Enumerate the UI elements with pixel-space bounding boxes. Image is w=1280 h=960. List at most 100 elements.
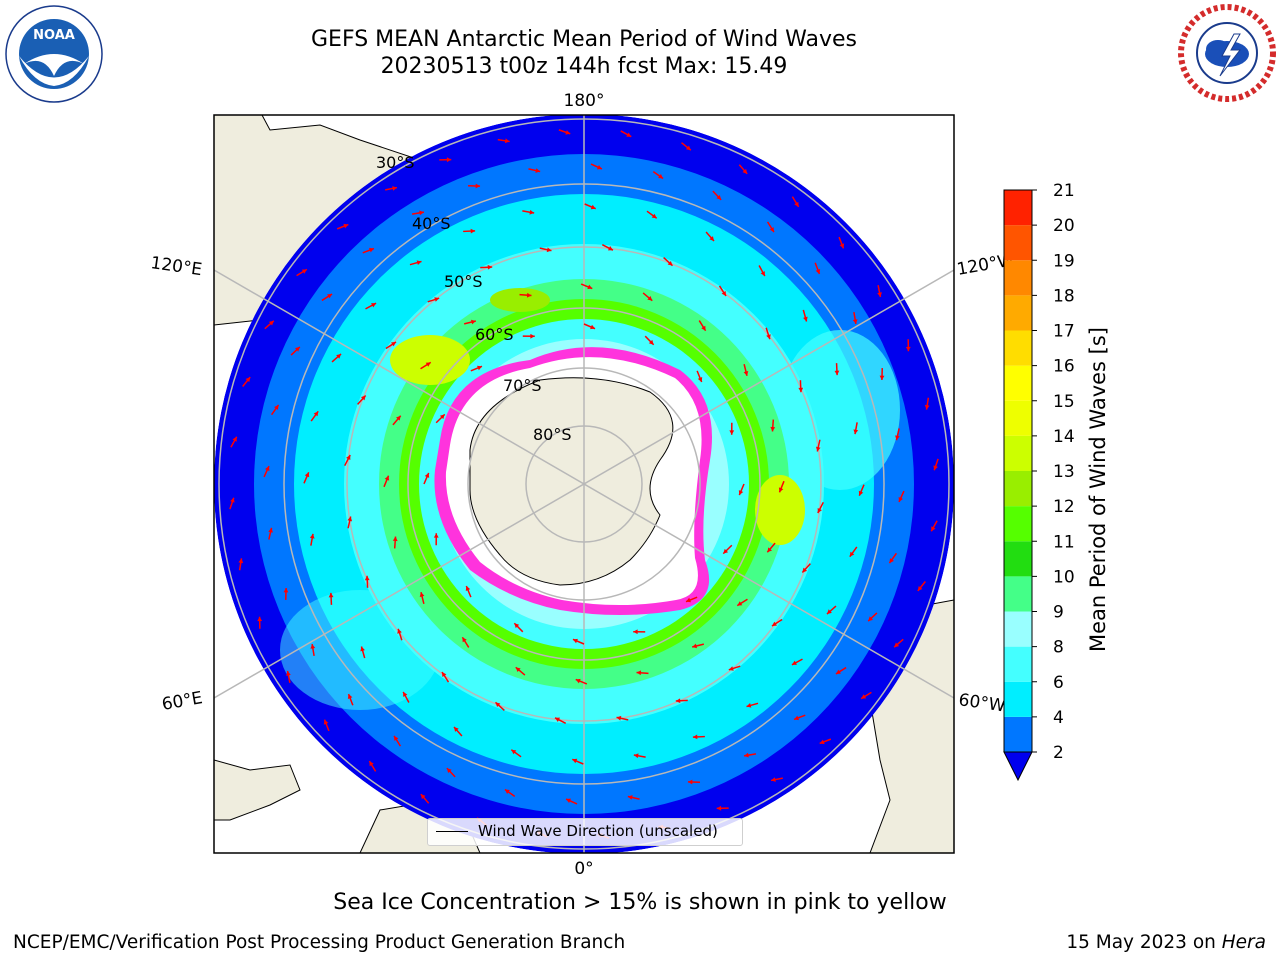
wind-wave-arrow-head (607, 246, 613, 251)
wind-wave-arrow-head (895, 435, 900, 441)
wind-wave-arrow-head (336, 353, 342, 359)
wind-wave-arrow-head (760, 271, 765, 277)
lon-label-60e: 60°E (160, 688, 204, 715)
wind-wave-arrow-head (403, 691, 408, 697)
wind-wave-arrow-head (566, 798, 572, 803)
wind-wave-arrow-head (384, 475, 390, 481)
colorbar-tick-label: 20 (1053, 216, 1075, 236)
wind-wave-arrow-head (647, 296, 653, 301)
wind-wave-arrow-head (802, 567, 808, 573)
lat-label-40s: 40°S (412, 214, 451, 233)
wind-wave-arrow-head (268, 527, 273, 533)
lon-label-120e: 120°E (149, 253, 203, 280)
wind-wave-arrow-head (392, 186, 397, 191)
wind-wave-arrow-head (323, 719, 329, 725)
colorbar-segment (1004, 365, 1032, 401)
wind-wave-arrow-head (274, 404, 279, 410)
wind-wave-arrow-head (834, 370, 840, 376)
wind-wave-arrow-head (442, 671, 447, 677)
map-frame (213, 114, 955, 854)
wind-wave-arrow-head (232, 436, 237, 442)
wind-wave-arrow-head (514, 623, 520, 629)
wind-wave-arrow-head (675, 698, 681, 704)
wind-wave-arrow-head (819, 739, 825, 745)
wind-wave-arrow-head (667, 260, 673, 266)
wind-wave-arrow-head (742, 168, 748, 174)
wind-wave-arrow-head (511, 749, 517, 755)
wind-wave-arrow-head (446, 157, 452, 163)
wind-wave-arrow-head (257, 616, 263, 622)
wind-wave-arrow-head (794, 201, 799, 207)
wind-wave-arrow-head (495, 702, 501, 708)
wind-wave-arrow-head (546, 247, 552, 253)
colorbar-tick-label: 18 (1053, 286, 1075, 306)
colorbar-segment (1004, 471, 1032, 507)
wind-wave-arrow-head (738, 490, 744, 496)
colorbar-segment (1004, 541, 1032, 577)
wind-wave-arrow-head (933, 465, 938, 471)
wind-wave-arrow-head (268, 320, 274, 326)
wind-wave-arrow-head (879, 375, 885, 381)
wind-wave-arrow-head (770, 426, 776, 432)
colorbar-tick-label: 6 (1053, 673, 1064, 693)
wind-wave-arrow-head (397, 628, 402, 634)
colorbar-tick-label: 2 (1053, 743, 1064, 763)
wind-wave-arrow-head (924, 404, 930, 410)
colorbar-tick-label: 21 (1053, 181, 1075, 201)
colorbar-segment (1004, 576, 1032, 612)
legend-label: Wind Wave Direction (unscaled) (478, 822, 718, 840)
wind-wave-arrow-head (530, 333, 535, 339)
wind-wave-arrow-head (245, 377, 251, 383)
lat-label-50s: 50°S (444, 272, 483, 291)
wind-wave-arrow-head (658, 174, 664, 179)
wind-wave-arrow-head (716, 195, 722, 200)
colorbar-tick-label: 19 (1053, 251, 1075, 271)
sea-ice-note: Sea Ice Concentration > 15% is shown in … (333, 890, 947, 915)
colorbar-tick-label: 12 (1053, 497, 1075, 517)
wind-wave-arrow-head (849, 551, 855, 557)
colorbar-tick-label: 13 (1053, 462, 1075, 482)
noaa-logo-text: NOAA (33, 28, 75, 43)
legend: Wind Wave Direction (unscaled) (427, 818, 743, 846)
colorbar-segment (1004, 260, 1032, 296)
colorbar-tick-label: 8 (1053, 638, 1064, 658)
wind-wave-arrow-head (371, 303, 377, 308)
wind-wave-arrow-head (313, 411, 319, 417)
wind-wave-arrow-head (238, 558, 244, 564)
wind-wave-arrow-head (295, 346, 300, 352)
wind-wave-arrow-head (877, 292, 882, 297)
wind-wave-arrow-head (868, 616, 873, 622)
wind-wave-arrow-head (709, 236, 715, 242)
lat-label-80s: 80°S (533, 425, 572, 444)
wind-wave-arrow-head (343, 223, 349, 229)
wind-wave-arrow-head (701, 325, 706, 331)
wind-wave-arrow-head (917, 585, 923, 591)
colorbar-tick-label: 14 (1053, 427, 1075, 447)
wind-wave-arrow-head (572, 638, 578, 644)
wind-wave-arrow-head (931, 526, 936, 532)
lat-label-60s: 60°S (475, 325, 514, 344)
wind-wave-arrow-head (835, 669, 841, 674)
africa-land (214, 759, 301, 821)
wind-wave-arrow-head (424, 472, 430, 478)
wind-wave-arrow-head (626, 132, 632, 137)
colorbar-title: Mean Period of Wind Waves [s] (1086, 327, 1110, 652)
wind-wave-arrow-head (346, 455, 351, 461)
wind-wave-arrow-head (360, 646, 365, 652)
noaa-logo: NOAA (5, 5, 103, 103)
wind-wave-arrow-head (369, 761, 374, 767)
wind-wave-arrow-head (310, 644, 316, 649)
wind-wave-arrow-head (778, 487, 784, 493)
wind-wave-arrow-head (889, 558, 894, 564)
wind-wave-arrow-head (515, 667, 521, 672)
wind-wave-arrow-head (420, 794, 426, 800)
wind-wave-arrow-head (815, 446, 821, 452)
wind-wave-arrow-head (651, 213, 657, 219)
wind-wave-arrow-head (898, 496, 903, 502)
wind-wave-arrow-head (769, 227, 774, 233)
colorbar-segment (1004, 435, 1032, 471)
wind-wave-arrow-head (396, 415, 401, 421)
wind-wave-arrow-head (419, 592, 425, 598)
wind-wave-arrow-head (446, 768, 452, 773)
